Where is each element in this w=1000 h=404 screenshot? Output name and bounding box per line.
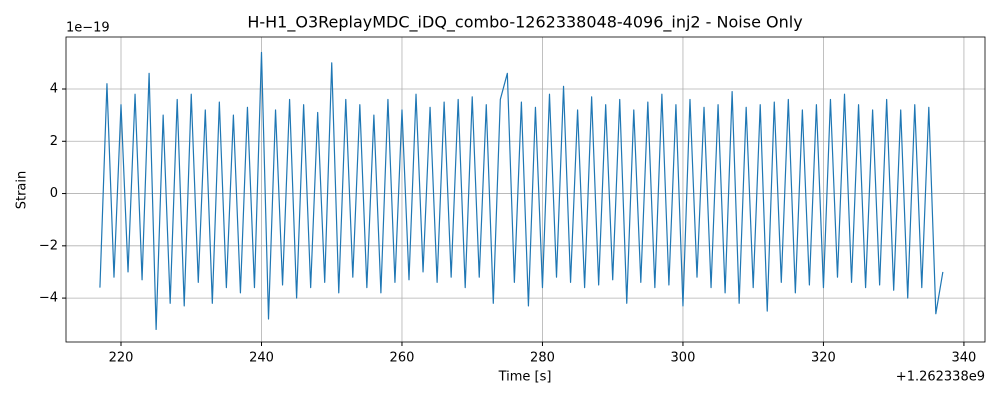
y-tick-label: −4 [39,291,58,306]
x-tick-label: 240 [249,351,274,366]
y-tick-label: 2 [50,134,58,149]
x-tick-label: 220 [109,351,134,366]
x-tick-label: 320 [811,351,836,366]
x-tick-label: 300 [671,351,696,366]
y-offset-label: 1e−19 [66,21,110,36]
y-tick-label: −2 [39,238,58,253]
x-offset-label: +1.262338e9 [896,370,985,385]
y-axis-label: Strain [15,171,30,210]
series-line [99,51,944,331]
chart-title: H-H1_O3ReplayMDC_iDQ_combo-1262338048-40… [247,13,802,33]
x-axis-label: Time [s] [498,370,552,385]
y-tick-label: 4 [50,82,58,97]
series-group [99,51,944,331]
y-tick-label: 0 [50,186,58,201]
plot-frame [65,36,986,343]
x-tick-label: 260 [390,351,415,366]
x-tick-label: 340 [952,351,977,366]
x-tick-label: 280 [530,351,555,366]
